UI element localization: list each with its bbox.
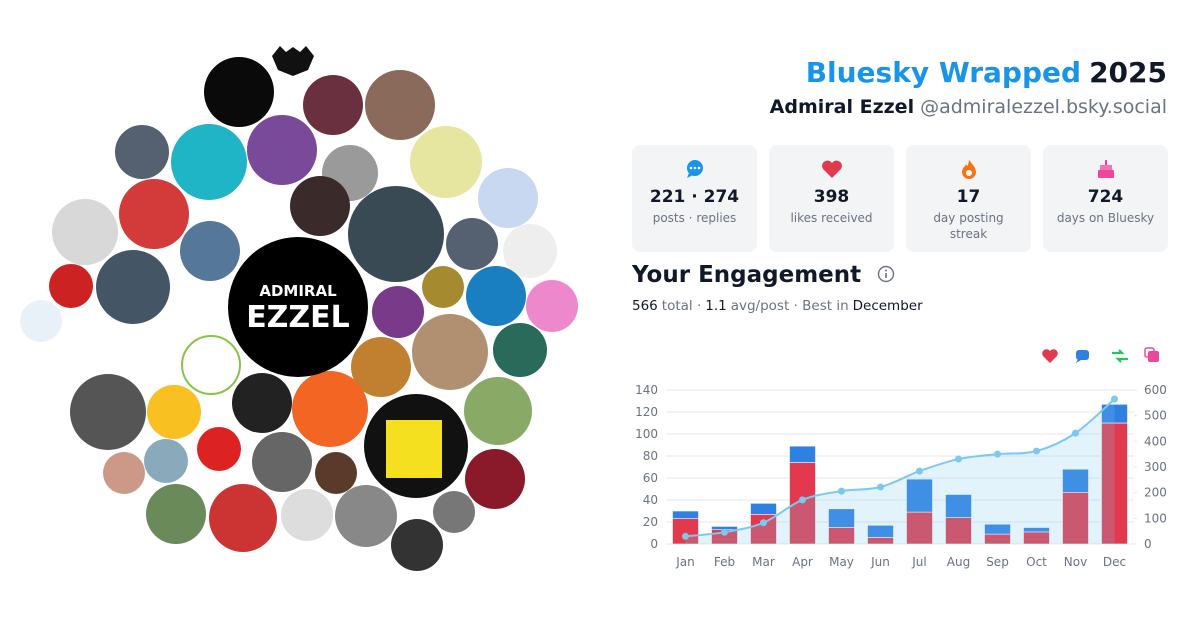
line-point: [1072, 429, 1079, 437]
bar: [906, 478, 933, 513]
y-tick-label: 40: [643, 493, 658, 507]
stat-label: likes received: [790, 211, 873, 225]
icon: [1097, 160, 1114, 178]
section-title: Your Engagement: [632, 262, 895, 288]
x-tick-label: Dec: [1103, 555, 1126, 569]
summary-value: 1.1: [705, 298, 727, 314]
y2-tick-label: 0: [1144, 537, 1152, 551]
title-year: 2025: [1089, 56, 1167, 89]
stat-card: 398 likes received: [769, 145, 894, 252]
x-tick-label: Apr: [792, 555, 813, 569]
x-tick-label: Aug: [947, 555, 970, 569]
chart: 0 20 40 60 80 100 120 140 0 100 200 300 400 500 600 Jan…: [635, 347, 1167, 569]
y2-tick-label: 100: [1144, 511, 1167, 525]
bar: [1062, 492, 1089, 545]
x-tick-label: Mar: [752, 555, 775, 569]
stat-value: 398: [813, 187, 850, 207]
stat-value: 221 · 274: [649, 187, 740, 207]
y-tick-label: 100: [635, 427, 658, 441]
profile-handle: @admiralezzel.bsky.social: [920, 96, 1167, 118]
info-icon[interactable]: [877, 265, 895, 283]
line-point: [799, 496, 806, 504]
line-point: [877, 483, 884, 491]
bar: [1101, 404, 1128, 424]
x-tick-label: Jul: [911, 555, 926, 569]
y-tick-label: 20: [643, 515, 658, 529]
legend: [1042, 347, 1159, 363]
stat-card: 221 · 274 posts · replies: [632, 145, 757, 252]
x-tick-label: Feb: [714, 555, 735, 569]
line-area: [685, 398, 1115, 544]
title-text: Bluesky Wrapped: [805, 56, 1082, 89]
line-point: [955, 455, 962, 463]
y2-tick-label: 200: [1144, 486, 1167, 500]
line-point: [760, 519, 767, 527]
avatars: [20, 46, 578, 571]
y-tick-label: 80: [643, 449, 658, 463]
x-tick-label: May: [829, 555, 854, 569]
y2-tick-label: 600: [1144, 383, 1167, 397]
bar: [1062, 468, 1089, 493]
line-point: [838, 487, 845, 495]
bar: [906, 511, 933, 545]
x-tick-label: Oct: [1026, 555, 1047, 569]
y-tick-label: 140: [635, 383, 658, 397]
legend-icon[interactable]: [1076, 350, 1089, 360]
y-tick-label: 120: [635, 405, 658, 419]
y2-tick-label: 500: [1144, 409, 1167, 423]
avatar-collage: ADMIRAL EZZEL: [20, 46, 578, 571]
profile: Admiral Ezzel @admiralezzel.bsky.social: [770, 96, 1167, 118]
line-point: [916, 467, 923, 475]
profile-name: Admiral Ezzel: [769, 96, 915, 118]
y2-tick-label: 400: [1144, 434, 1167, 448]
stat-value: 17: [956, 187, 981, 207]
line-point: [1033, 447, 1040, 455]
stat-card: 17 day posting streak: [906, 145, 1031, 252]
bar: [789, 445, 816, 463]
summary-value: December: [852, 298, 923, 314]
y-tick-label: 60: [643, 471, 658, 485]
line-point: [994, 450, 1001, 458]
line-point: [1111, 395, 1118, 403]
summary-value: 566: [632, 298, 658, 314]
bar: [984, 523, 1011, 535]
icon: [821, 160, 842, 178]
x-tick-label: Jan: [675, 555, 695, 569]
stat-card: 724 days on Bluesky: [1043, 145, 1168, 252]
line-point: [721, 528, 728, 536]
bar: [750, 503, 777, 515]
x-tick-label: Sep: [986, 555, 1009, 569]
icon: [961, 160, 976, 179]
page-title: Bluesky Wrapped 2025: [806, 56, 1167, 89]
x-tick-label: Nov: [1064, 555, 1087, 569]
summary-text: total ·: [661, 298, 702, 314]
legend-icon[interactable]: [1042, 349, 1058, 363]
y2-tick-label: 300: [1144, 460, 1167, 474]
stat-label: posts · replies: [652, 211, 737, 225]
bar: [828, 508, 855, 528]
avatar-text: ADMIRAL: [259, 282, 337, 300]
stat-label: days on Bluesky: [1056, 211, 1155, 225]
section-title-text: Your Engagement: [632, 262, 862, 288]
bar: [672, 510, 699, 519]
stat-label: day posting streak: [933, 211, 1004, 241]
avatar-text: EZZEL: [246, 300, 350, 335]
y-tick-label: 0: [650, 537, 658, 551]
summary-text: avg/post · Best in: [730, 298, 849, 314]
legend-icon[interactable]: [1112, 349, 1128, 363]
stat-value: 724: [1087, 187, 1124, 207]
bar: [867, 525, 894, 538]
bar: [1101, 422, 1128, 545]
bar: [1023, 527, 1050, 533]
line-point: [682, 532, 689, 540]
bar: [945, 494, 972, 518]
summary: 566 total · 1.1 avg/post · Best in December: [632, 298, 927, 314]
icon: [686, 160, 703, 178]
x-tick-label: Jun: [870, 555, 890, 569]
